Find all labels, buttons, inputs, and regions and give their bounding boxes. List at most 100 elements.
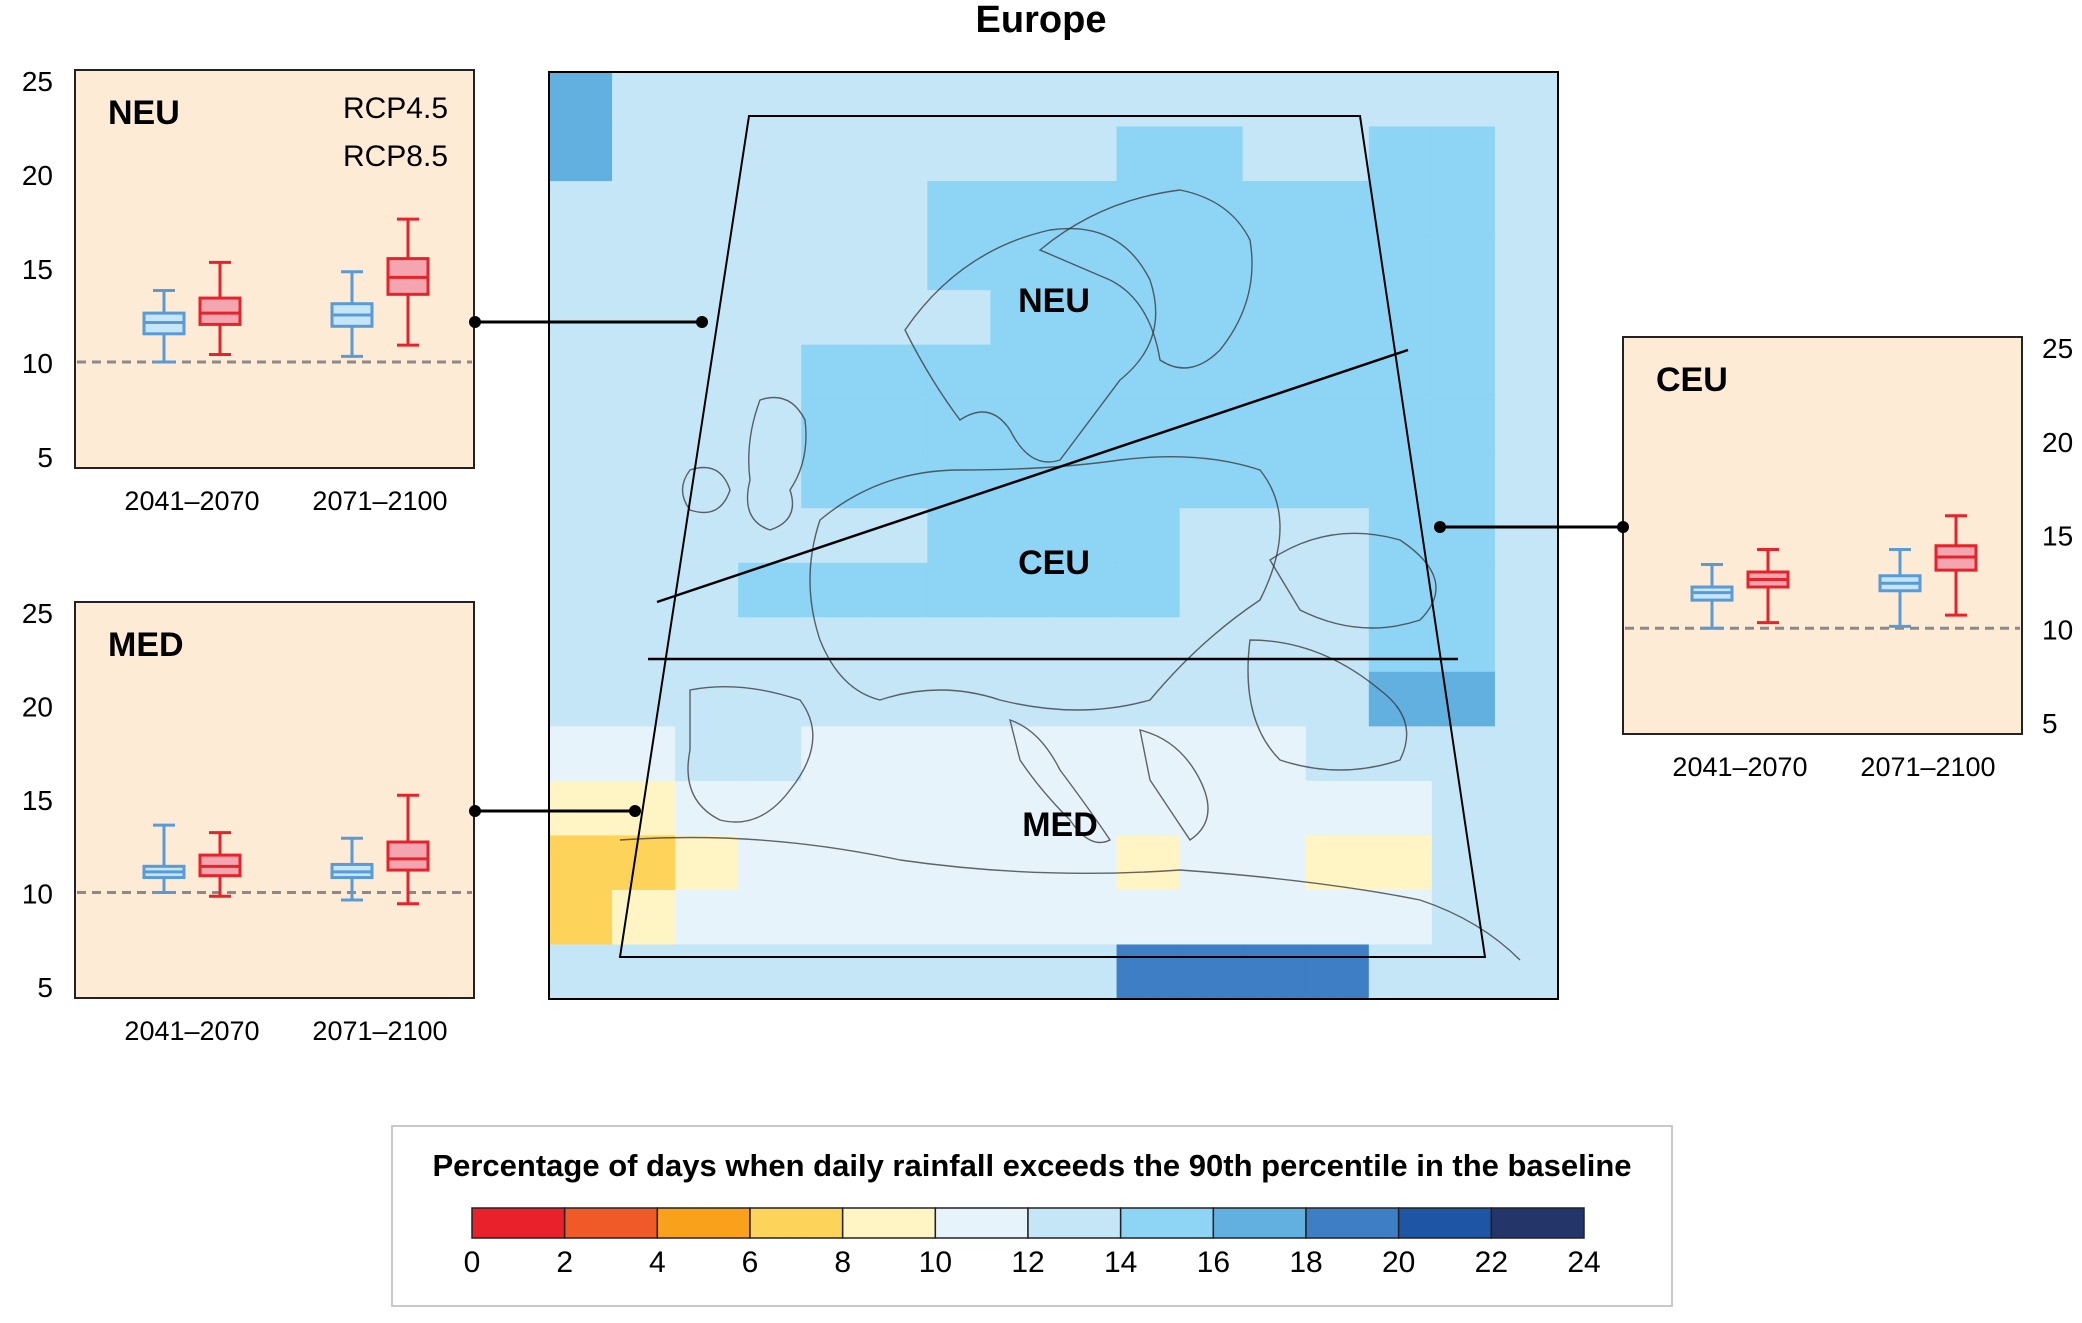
map-cell bbox=[1494, 889, 1558, 946]
map-cell bbox=[864, 508, 928, 564]
map-cell bbox=[738, 344, 802, 400]
colorbar-tick-label: 18 bbox=[1289, 1246, 1322, 1279]
map-cell bbox=[927, 72, 992, 128]
map-cell bbox=[612, 72, 676, 128]
colorbar-title: Percentage of days when daily rainfall e… bbox=[432, 1148, 1631, 1183]
map-cell bbox=[1431, 617, 1496, 673]
coastline bbox=[619, 836, 1521, 961]
map-cell bbox=[675, 889, 739, 946]
map-cell bbox=[1368, 671, 1433, 727]
map-cell bbox=[1179, 671, 1244, 727]
map-cell bbox=[990, 944, 1055, 999]
map-cell bbox=[1494, 344, 1558, 400]
map-cell bbox=[990, 889, 1055, 946]
map-cell bbox=[801, 671, 865, 727]
map-cell bbox=[927, 726, 992, 782]
map-cell bbox=[990, 72, 1055, 128]
map-cell bbox=[1053, 562, 1118, 618]
map-cell bbox=[1368, 889, 1433, 946]
map-cell bbox=[927, 780, 992, 837]
map-cell bbox=[864, 726, 928, 782]
coastline bbox=[1009, 718, 1112, 844]
map-cell bbox=[1242, 508, 1307, 564]
colorbar-swatch bbox=[563, 1207, 659, 1239]
map-cell bbox=[675, 835, 739, 891]
map-cell bbox=[738, 889, 802, 946]
coastline bbox=[687, 685, 814, 823]
colorbar-swatch bbox=[1212, 1207, 1307, 1239]
coastline bbox=[1139, 729, 1209, 841]
map-cell bbox=[927, 508, 992, 564]
map-cell bbox=[612, 344, 676, 400]
map-cell bbox=[1305, 617, 1370, 673]
map-cell bbox=[675, 453, 739, 509]
map-cell bbox=[1431, 72, 1496, 128]
map-cell bbox=[990, 562, 1055, 618]
map-cell bbox=[549, 399, 613, 455]
map-cell bbox=[927, 235, 992, 291]
map-cell bbox=[864, 889, 928, 946]
map-cell bbox=[1431, 290, 1496, 346]
map-cell bbox=[1053, 235, 1118, 291]
coastline bbox=[746, 396, 807, 531]
map-cell bbox=[801, 181, 865, 237]
map-cell bbox=[1305, 726, 1370, 782]
map-cell bbox=[927, 671, 992, 727]
map-cell bbox=[549, 944, 613, 999]
colorbar-swatch bbox=[934, 1207, 1029, 1239]
map-cell bbox=[1494, 562, 1558, 618]
map-cell bbox=[1368, 780, 1433, 837]
map-cell bbox=[1179, 562, 1244, 618]
map-grid bbox=[549, 72, 1558, 999]
map-cell bbox=[990, 399, 1055, 455]
map-cell bbox=[801, 235, 865, 291]
map-cell bbox=[1242, 944, 1307, 999]
map-cell bbox=[675, 290, 739, 346]
x-category-label: 2071–2100 bbox=[1860, 752, 1995, 782]
figure-title: Europe bbox=[976, 0, 1107, 41]
y-tick-label: 20 bbox=[22, 692, 53, 723]
map-cell bbox=[1242, 126, 1307, 182]
legend-rcp45: RCP4.5 bbox=[343, 92, 448, 125]
region-label-ceu: CEU bbox=[1018, 544, 1090, 582]
map-cell bbox=[1494, 944, 1558, 999]
map-cell bbox=[1053, 508, 1118, 564]
map-cell bbox=[927, 290, 992, 346]
map-cell bbox=[1368, 399, 1433, 455]
box-rcp85 bbox=[198, 296, 242, 326]
map-cell bbox=[1431, 181, 1496, 237]
map-cell bbox=[675, 126, 739, 182]
colorbar-swatch bbox=[1027, 1207, 1122, 1239]
map-cell bbox=[1494, 617, 1558, 673]
map-cell bbox=[990, 671, 1055, 727]
colorbar-tick-label: 8 bbox=[834, 1246, 851, 1279]
map-cell bbox=[864, 399, 928, 455]
map-cell bbox=[1368, 562, 1433, 618]
map-cell bbox=[738, 181, 802, 237]
map-label-neu: NEU bbox=[1018, 282, 1090, 320]
map-cell bbox=[864, 944, 928, 999]
y-tick-label: 15 bbox=[22, 785, 53, 816]
map-cell bbox=[1179, 181, 1244, 237]
map-cell bbox=[801, 399, 865, 455]
map-cell bbox=[1431, 726, 1496, 782]
map-cell bbox=[1242, 453, 1307, 509]
colorbar-tick-label: 24 bbox=[1567, 1246, 1600, 1279]
map-cell bbox=[864, 126, 928, 182]
coastline bbox=[681, 466, 731, 514]
map-cell bbox=[1053, 835, 1118, 891]
map-cell bbox=[1116, 290, 1181, 346]
map-cell bbox=[1305, 671, 1370, 727]
map-cell bbox=[801, 344, 865, 400]
map-cell bbox=[1305, 835, 1370, 891]
coastline bbox=[1269, 532, 1437, 629]
map-label-med: MED bbox=[1022, 806, 1098, 844]
map-cell bbox=[1053, 344, 1118, 400]
map-cell bbox=[549, 290, 613, 346]
map-cell bbox=[1305, 72, 1370, 128]
map-cell bbox=[675, 617, 739, 673]
x-category-label: 2041–2070 bbox=[1672, 752, 1807, 782]
map-cell bbox=[1179, 235, 1244, 291]
map-cell bbox=[549, 453, 613, 509]
connector-dot bbox=[469, 316, 481, 328]
